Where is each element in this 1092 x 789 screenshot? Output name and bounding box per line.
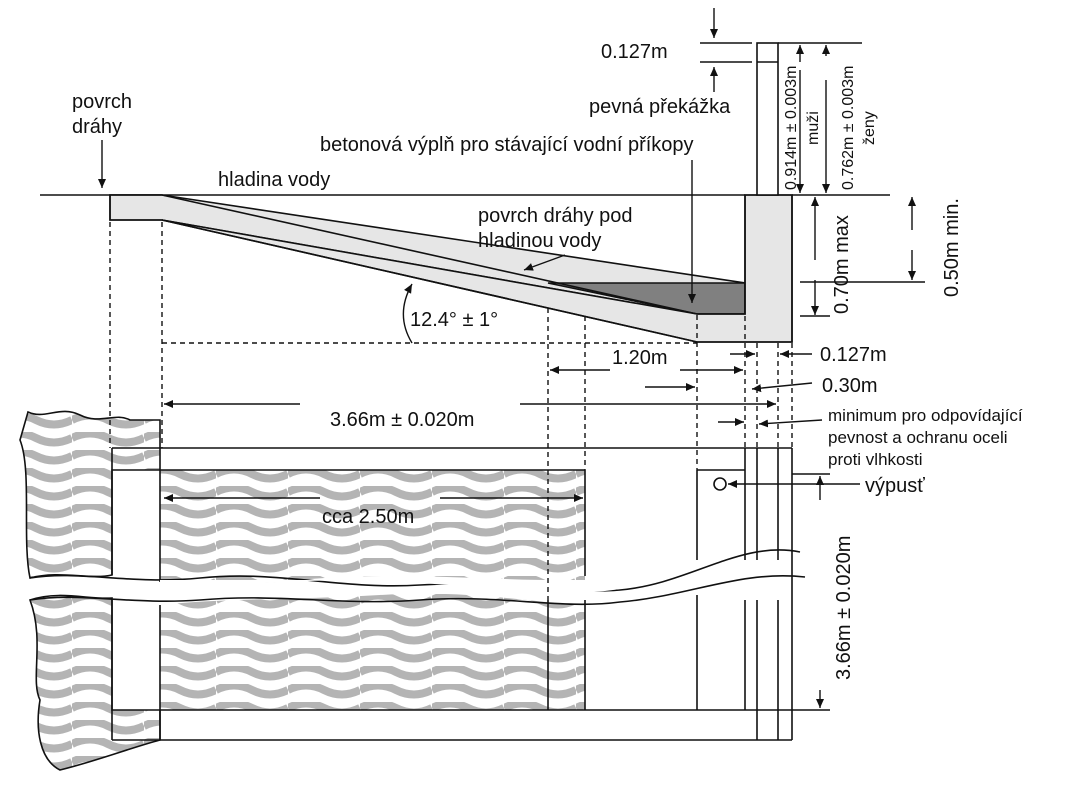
label-track-surface-2: dráhy: [72, 116, 122, 138]
label-men: muži: [805, 111, 822, 145]
dimension-lines: [98, 8, 925, 711]
label-track-surface-1: povrch: [72, 91, 132, 113]
label-dim-0-127-right: 0.127m: [820, 344, 887, 366]
break-line-upper: [29, 549, 801, 592]
label-fixed-barrier: pevná překážka: [589, 96, 731, 118]
label-concrete-fill: betonová výplň pro stávající vodní příko…: [320, 134, 694, 156]
label-minimum-2: pevnost a ochranu oceli: [828, 428, 1008, 447]
label-angle: 12.4° ± 1°: [410, 309, 498, 331]
label-water-level: hladina vody: [218, 169, 330, 191]
label-depth-min: 0.50m min.: [941, 198, 963, 297]
label-dim-1-20: 1.20m: [612, 347, 668, 369]
label-dim-2-50: cca 2.50m: [322, 506, 414, 528]
label-dim-barrier-top: 0.127m: [601, 41, 668, 63]
label-women: ženy: [861, 111, 878, 145]
label-dim-width: 3.66m ± 0.020m: [833, 536, 855, 680]
stone-border-left-top: [19, 410, 161, 579]
outlet-circle: [713, 477, 727, 491]
stone-border-left-bottom: [28, 594, 161, 771]
label-minimum-1: minimum pro odpovídající: [828, 406, 1023, 425]
label-women-height: 0.762m ± 0.003m: [840, 66, 857, 190]
label-under-water-2: hladinou vody: [478, 230, 601, 252]
label-dim-0-30: 0.30m: [822, 375, 878, 397]
water-area-bottom: [160, 593, 585, 710]
labels: povrch dráhy hladina vody povrch dráhy p…: [72, 41, 1023, 680]
label-outlet: výpusť: [865, 475, 925, 497]
label-under-water-1: povrch dráhy pod: [478, 205, 633, 227]
label-dim-length: 3.66m ± 0.020m: [330, 409, 474, 431]
label-depth-max: 0.70m max: [831, 215, 853, 314]
label-men-height: 0.914m ± 0.003m: [783, 66, 800, 190]
label-minimum-3: proti vlhkosti: [828, 450, 922, 469]
plan-view: [19, 410, 806, 771]
projection-lines: [109, 222, 793, 600]
break-line-lower: [29, 575, 806, 606]
fixed-barrier-post: [756, 42, 779, 196]
cross-section: [40, 42, 890, 343]
